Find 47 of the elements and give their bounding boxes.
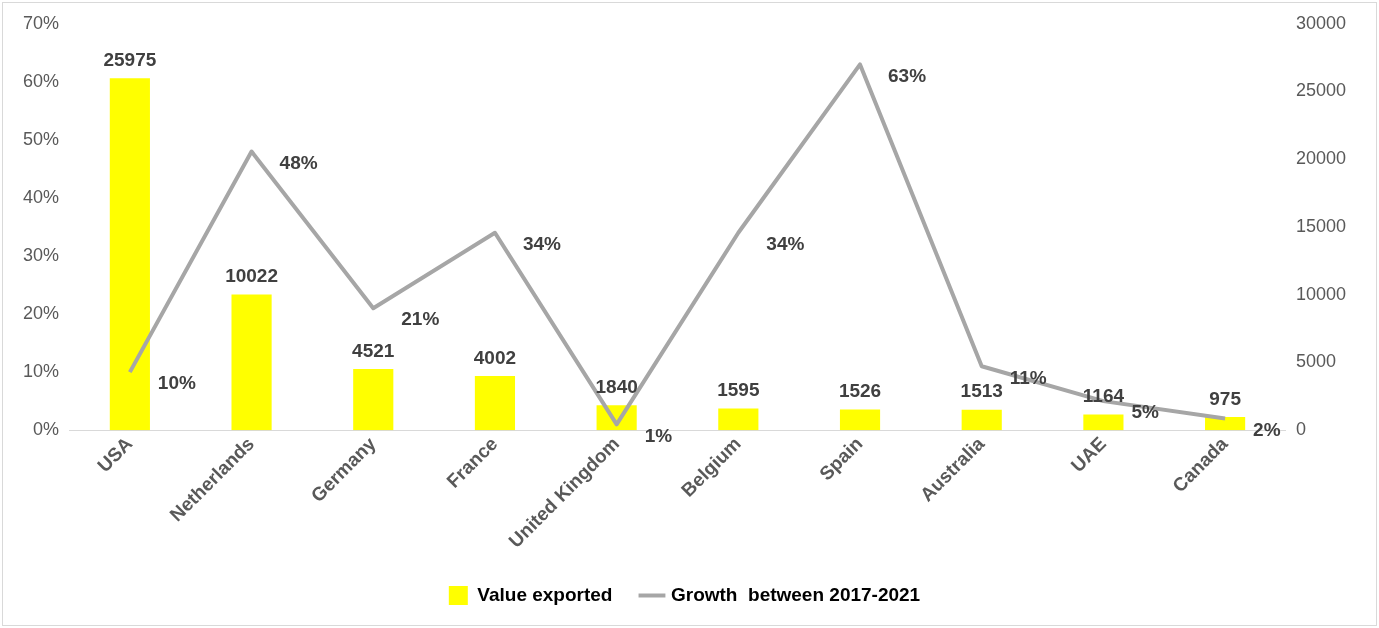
bar: [109, 78, 150, 431]
bar: [718, 408, 759, 431]
y2-tick-label: 15000: [1295, 215, 1347, 236]
data-label: 25975: [103, 49, 157, 71]
data-label: 63%: [888, 64, 927, 86]
data-label: 975: [1209, 387, 1242, 409]
y2-tick-label: 0: [1295, 419, 1306, 440]
data-label: 1840: [595, 375, 638, 397]
x-tick-label: USA: [93, 432, 137, 477]
y2-tick-label: 10000: [1295, 283, 1347, 304]
bar: [231, 294, 272, 431]
data-label: 5%: [1131, 401, 1159, 423]
data-label: 1164: [1082, 385, 1125, 407]
bar: [474, 375, 516, 431]
legend-label: Value exported: [477, 583, 613, 605]
y-tick-label: 10%: [23, 361, 60, 382]
data-label: 2%: [1253, 418, 1281, 440]
y2-tick-label: 20000: [1295, 148, 1347, 169]
y-tick-label: 20%: [23, 303, 60, 324]
bar: [1083, 414, 1124, 431]
data-label: 34%: [522, 233, 562, 255]
legend-label: Growth between 2017-2021: [670, 583, 921, 605]
bar: [839, 409, 881, 431]
data-label: 48%: [279, 151, 318, 173]
y-tick-label: 60%: [23, 70, 60, 91]
y-tick-label: 70%: [23, 12, 60, 33]
y-tick-label: 30%: [23, 244, 60, 265]
data-label: 34%: [766, 233, 805, 255]
bar: [353, 368, 394, 431]
data-label: 10%: [157, 372, 197, 394]
y-tick-label: 40%: [23, 186, 60, 207]
data-label: 1526: [838, 380, 882, 402]
data-label: 11%: [1009, 366, 1047, 388]
data-label: 1595: [717, 379, 760, 401]
data-label: 4521: [352, 339, 395, 361]
bar: [961, 409, 1002, 431]
y2-tick-label: 25000: [1295, 80, 1347, 101]
y-tick-label: 50%: [23, 128, 60, 149]
data-label: 1%: [644, 424, 673, 446]
y2-tick-label: 5000: [1295, 351, 1336, 372]
bar: [1205, 416, 1246, 431]
data-label: 1513: [960, 380, 1003, 402]
y2-tick-label: 30000: [1295, 12, 1347, 33]
data-label: 10022: [225, 265, 278, 287]
data-label: 21%: [401, 308, 440, 330]
y-tick-label: 0%: [33, 419, 60, 440]
data-label: 4002: [473, 346, 517, 368]
